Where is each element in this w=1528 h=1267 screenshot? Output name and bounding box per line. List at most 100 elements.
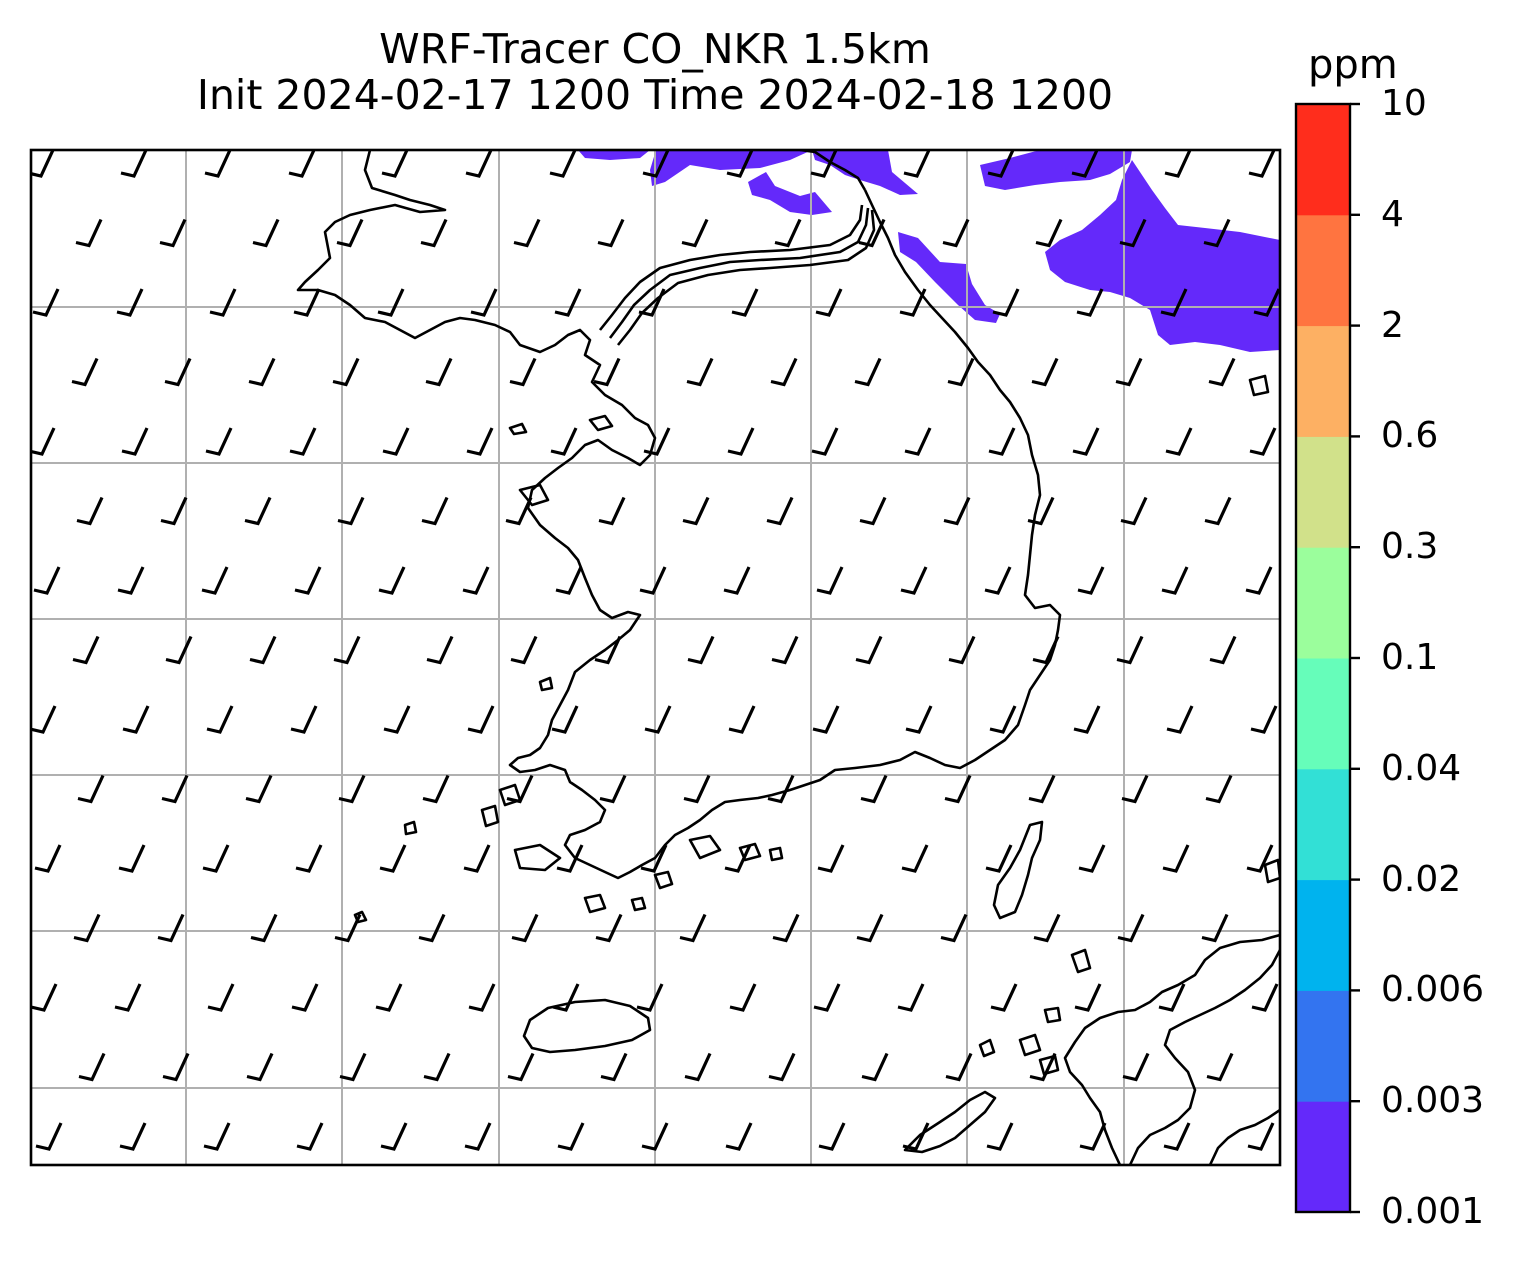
colorbar-segment	[1296, 104, 1350, 216]
wind-barb-icon	[78, 1052, 106, 1082]
wind-barb-icon	[1166, 705, 1194, 734]
wind-barb-icon	[640, 844, 668, 873]
wind-barb-icon	[333, 635, 361, 665]
wind-barb-icon	[897, 983, 925, 1012]
wind-barb-icon	[117, 566, 145, 595]
wind-barb-icon	[202, 844, 230, 873]
wind-barb-icon	[378, 566, 406, 595]
wind-barb-icon	[510, 635, 538, 665]
island-outline	[403, 820, 418, 836]
wind-barb-icon	[1205, 774, 1233, 804]
wind-barb-icon	[464, 1122, 492, 1151]
wind-barb-icon	[597, 218, 625, 248]
wind-barb-icon	[288, 150, 316, 178]
wind-barb-icon	[32, 288, 60, 317]
island-outline	[768, 846, 784, 862]
wind-barb-icon	[1116, 635, 1144, 665]
wind-barb-icon	[426, 635, 454, 665]
title-line-2: Init 2024-02-17 1200 Time 2024-02-18 120…	[196, 71, 1114, 119]
wind-barb-icon	[638, 288, 666, 317]
wind-barb-icon	[420, 218, 448, 248]
wind-barb-icon	[1251, 983, 1279, 1012]
colorbar-tick-label: 0.02	[1381, 858, 1462, 900]
map-title: WRF-Tracer CO_NKR 1.5km Init 2024-02-17 …	[30, 26, 1280, 118]
wind-barb-icon	[1078, 844, 1106, 873]
wind-barb-icon	[293, 288, 321, 317]
wind-barb-icon	[35, 1122, 63, 1151]
wind-barb-icon	[1122, 1052, 1150, 1082]
island-outline	[1038, 1054, 1060, 1076]
wind-barb-icon	[598, 496, 626, 526]
wind-barb-icon	[902, 1122, 930, 1151]
wind-barb-icon	[1248, 150, 1276, 178]
island-outline	[1248, 374, 1270, 397]
wind-barb-icon	[682, 496, 710, 526]
colorbar-segment	[1296, 658, 1350, 770]
wind-barb-icon	[380, 1122, 408, 1151]
wind-barb-icon	[989, 705, 1017, 734]
wind-barb-icon	[1250, 705, 1278, 734]
island-outline	[508, 422, 528, 436]
wind-barb-icon	[644, 705, 672, 734]
wind-barb-icon	[157, 913, 185, 943]
wind-barb-icon	[681, 218, 709, 248]
wind-barb-icon	[992, 288, 1020, 317]
wind-barb-icon	[727, 427, 755, 456]
wind-barb-icon	[813, 983, 841, 1012]
coastline-east-north	[799, 150, 867, 191]
colorbar-unit-label: ppm	[1308, 42, 1398, 88]
wind-barb-icon	[944, 774, 972, 804]
wind-barb-icon	[990, 983, 1018, 1012]
gridlines	[31, 150, 1280, 1165]
wind-barb-icon	[642, 150, 670, 178]
wind-barb-icon	[812, 705, 840, 734]
wind-barb-icon	[31, 150, 55, 178]
wind-barb-icon	[1253, 288, 1280, 317]
wind-barb-icon	[817, 844, 845, 873]
wind-barb-icon	[383, 705, 411, 734]
island-outline	[1263, 858, 1280, 884]
wind-barb-icon	[381, 150, 409, 178]
colorbar-tick-label: 2	[1381, 304, 1404, 346]
wind-barb-icon	[1249, 427, 1277, 456]
colorbar-segment	[1296, 325, 1350, 437]
wind-barb-icon	[339, 1052, 367, 1082]
wind-barb-icon	[377, 288, 405, 317]
wind-barb-icon	[507, 1052, 535, 1082]
wind-barb-icon	[425, 357, 453, 387]
wind-barb-icon	[901, 844, 929, 873]
wind-barb-icon	[77, 774, 105, 804]
colorbar-segment	[1296, 1101, 1350, 1213]
wind-barb-icon	[418, 913, 446, 943]
wind-barb-icon	[120, 150, 148, 178]
wind-barb-icon	[600, 1052, 628, 1082]
wind-barb-icon	[899, 288, 927, 317]
wind-barb-icon	[468, 983, 496, 1012]
wind-barb-icon	[1164, 150, 1192, 178]
wind-barb-icon	[1246, 844, 1274, 873]
wind-barb-icon	[770, 357, 798, 387]
wind-barb-icon	[161, 774, 189, 804]
wind-barb-icon	[72, 635, 100, 665]
wind-barb-field	[31, 150, 1280, 1151]
island-outline	[978, 1038, 996, 1058]
wind-barb-icon	[900, 566, 928, 595]
wind-barb-icon	[245, 774, 273, 804]
wind-barb-icon	[296, 1122, 324, 1151]
wind-barb-icon	[679, 913, 707, 943]
wind-barb-icon	[116, 288, 144, 317]
wind-barb-icon	[860, 774, 888, 804]
wind-barb-icon	[551, 705, 579, 734]
wind-barb-icon	[856, 913, 884, 943]
wind-barb-icon	[159, 218, 187, 248]
wind-barb-icon	[557, 1122, 585, 1151]
wind-barb-icon	[768, 1052, 796, 1082]
wind-barb-icon	[332, 357, 360, 387]
wind-barb-icon	[947, 357, 975, 387]
wind-barb-icon	[1073, 705, 1101, 734]
island-outline	[538, 676, 554, 692]
wind-barb-icon	[205, 427, 233, 456]
wind-barb-icon	[249, 635, 277, 665]
wind-barb-icon	[75, 218, 103, 248]
colorbar-tick-label: 4	[1381, 193, 1404, 235]
